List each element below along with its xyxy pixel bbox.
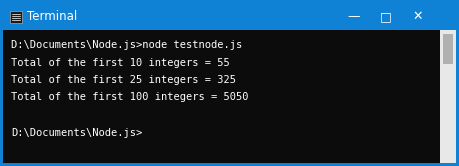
- Text: Total of the first 25 integers = 325: Total of the first 25 integers = 325: [11, 75, 236, 85]
- Bar: [3, 3, 456, 30]
- Text: Terminal: Terminal: [27, 10, 77, 23]
- Text: □: □: [380, 10, 392, 23]
- Bar: [443, 34, 453, 64]
- Bar: [440, 30, 456, 163]
- Text: Total of the first 100 integers = 5050: Total of the first 100 integers = 5050: [11, 92, 248, 102]
- Text: —: —: [348, 10, 360, 23]
- Text: Total of the first 10 integers = 55: Total of the first 10 integers = 55: [11, 57, 230, 68]
- Text: D:\Documents\Node.js>node testnode.js: D:\Documents\Node.js>node testnode.js: [11, 40, 242, 50]
- Text: D:\Documents\Node.js>: D:\Documents\Node.js>: [11, 127, 142, 137]
- Text: ✕: ✕: [413, 10, 423, 23]
- Bar: [3, 30, 456, 163]
- Bar: [10, 10, 22, 23]
